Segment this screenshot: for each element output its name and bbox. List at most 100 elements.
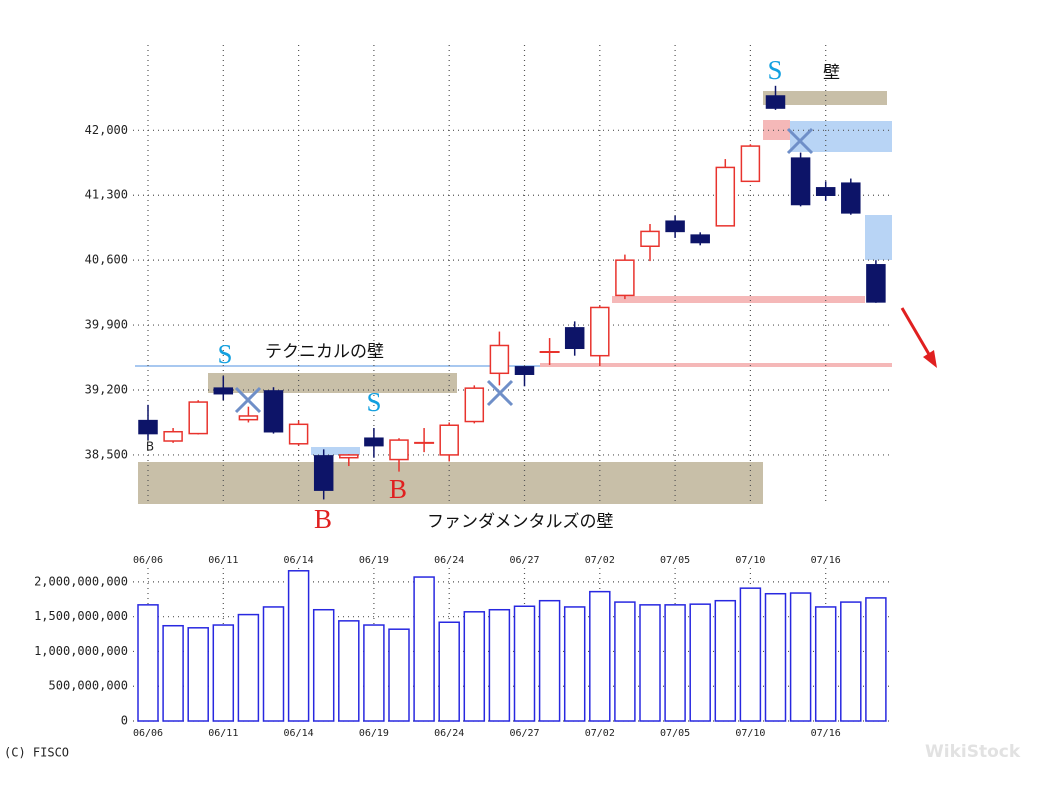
- x-tick-label: 06/27: [509, 555, 539, 566]
- candle-body: [138, 419, 158, 435]
- marks: [137, 85, 887, 722]
- x-tick-label: 07/16: [811, 555, 841, 566]
- volume-bar: [513, 605, 536, 722]
- x-tick-label: 07/16: [811, 728, 841, 739]
- volume-bar: [262, 606, 285, 722]
- candle-body: [815, 187, 836, 196]
- x-tick-label: 06/14: [284, 728, 314, 739]
- x-tick-label: 07/05: [660, 555, 690, 566]
- volume-bar: [689, 603, 711, 722]
- volume-bar: [463, 611, 486, 722]
- candle-body: [765, 95, 786, 109]
- volume-bar: [840, 601, 862, 722]
- candle-body: [665, 220, 685, 233]
- buy-signal: B: [314, 504, 332, 534]
- technical-wall-zone: [208, 373, 457, 393]
- volume-bar: [764, 592, 787, 722]
- x-tick-label: 06/27: [509, 728, 539, 739]
- candle-body: [690, 234, 710, 244]
- candle-body: [439, 424, 459, 456]
- volume-bar: [714, 599, 737, 722]
- x-tick-label: 06/06: [133, 555, 163, 566]
- candle-body: [640, 230, 660, 247]
- volume-bar: [187, 627, 209, 722]
- annotation-label: 壁: [823, 63, 840, 83]
- volume-bar: [287, 570, 310, 722]
- cross-markers: [234, 127, 814, 414]
- fundamental-wall-zone: [138, 462, 763, 504]
- volume-bar: [865, 597, 887, 722]
- y-tick-label: 40,600: [85, 253, 128, 267]
- candle-body: [238, 415, 259, 421]
- candle-body: [590, 306, 610, 357]
- sell-signal: S: [217, 339, 232, 369]
- candle-body: [263, 390, 284, 433]
- sell-signal: S: [767, 55, 782, 85]
- buy-signal: B: [146, 440, 154, 454]
- annotation-label: ファンダメンタルズの壁: [427, 512, 614, 532]
- volume-bar: [589, 590, 611, 722]
- gap-zone: [865, 215, 892, 260]
- volume-bar: [388, 628, 410, 722]
- x-tick-label: 06/24: [434, 555, 464, 566]
- annotation-zones: [135, 91, 892, 504]
- volume-bar: [664, 604, 686, 722]
- volume-bar: [739, 587, 762, 722]
- volume-bar: [413, 576, 435, 722]
- volume-bar: [162, 624, 184, 722]
- candle-body: [288, 423, 309, 445]
- y-tick-label: 41,300: [85, 188, 128, 202]
- volume-bar: [789, 592, 812, 722]
- volume-bar: [212, 624, 235, 722]
- volume-bar: [814, 606, 837, 722]
- x-tick-label: 06/06: [133, 728, 163, 739]
- candle-body: [313, 455, 334, 491]
- x-tick-label: 07/02: [585, 728, 615, 739]
- candle-body: [715, 166, 736, 227]
- sell-signal: S: [366, 387, 381, 417]
- candle-body: [389, 439, 409, 461]
- candle-body: [464, 387, 485, 423]
- overlay: S S S B B B テクニカルの壁 ファンダメンタルズの壁 壁 (C) FI…: [4, 55, 1021, 762]
- volume-bar: [614, 601, 636, 722]
- support-zone: [612, 296, 865, 303]
- volume-bar: [137, 604, 159, 722]
- cross-marker: [486, 379, 514, 407]
- candle-body: [364, 437, 384, 447]
- arrow-head: [923, 350, 937, 368]
- candle-body: [564, 327, 585, 350]
- y-tick-label: 1,500,000,000: [34, 609, 128, 623]
- y-tick-label: 1,000,000,000: [34, 644, 128, 658]
- x-tick-label: 06/11: [208, 728, 238, 739]
- volume-bar: [438, 621, 460, 722]
- y-tick-label: 42,000: [85, 123, 128, 137]
- y-tick-label: 2,000,000,000: [34, 574, 128, 588]
- x-tick-label: 07/05: [660, 728, 690, 739]
- candle-body: [615, 259, 635, 297]
- cross-marker: [234, 386, 262, 414]
- y-tick-label: 0: [121, 714, 128, 728]
- cross-marker: [786, 127, 814, 155]
- buy-signal: B: [389, 474, 407, 504]
- x-tick-label: 07/02: [585, 555, 615, 566]
- candle-body: [163, 430, 183, 442]
- x-tick-label: 07/10: [735, 555, 765, 566]
- volume-bar: [312, 608, 335, 722]
- gap-zone: [311, 447, 360, 455]
- gap-zone: [763, 120, 790, 140]
- support-line: [540, 363, 892, 367]
- candle-body: [866, 264, 886, 303]
- volume-bar: [538, 599, 561, 722]
- x-tick-label: 06/11: [208, 555, 238, 566]
- y-tick-label: 500,000,000: [49, 679, 128, 693]
- volume-bar: [237, 613, 260, 722]
- grid: 38,500 39,200 39,900 40,600 41,300 42,000 06/0…: [34, 45, 892, 739]
- y-tick-label: 38,500: [85, 447, 128, 461]
- x-tick-label: 06/19: [359, 555, 389, 566]
- volume-bar: [639, 604, 661, 722]
- candle-body: [514, 366, 535, 375]
- x-tick-label: 06/24: [434, 728, 464, 739]
- volume-bar: [563, 606, 586, 722]
- copyright: (C) FISCO: [4, 746, 69, 760]
